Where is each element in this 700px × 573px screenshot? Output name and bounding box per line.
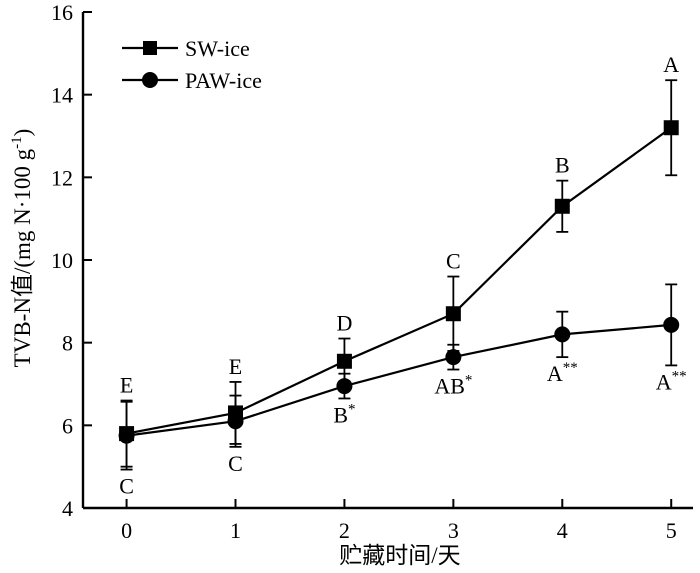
significance-asterisk: * (465, 373, 473, 389)
x-axis-title: 贮藏时间/天 (339, 543, 460, 568)
significance-label: C (119, 474, 134, 499)
data-point-square (336, 353, 352, 369)
significance-letter: A (663, 52, 679, 77)
y-tick-label: 6 (62, 413, 73, 438)
significance-label: A** (547, 360, 578, 386)
significance-label: C (228, 451, 243, 476)
significance-letter: D (336, 311, 352, 336)
significance-letter: C (446, 249, 461, 274)
significance-label: B* (333, 401, 355, 427)
y-axis-title-end: ) (10, 129, 35, 137)
y-tick-label: 16 (51, 0, 73, 25)
significance-letter: AB (434, 374, 465, 399)
data-point-circle (663, 316, 680, 333)
data-point-square (445, 306, 461, 322)
significance-label: B (555, 153, 570, 178)
y-tick-label: 12 (51, 165, 73, 190)
significance-asterisk: ** (672, 368, 687, 384)
data-point-circle (227, 413, 244, 430)
significance-label: A (663, 52, 679, 77)
data-point-circle (336, 378, 353, 395)
x-tick-label: 4 (557, 518, 568, 543)
significance-letter: B (333, 402, 348, 427)
legend-marker-circle (142, 72, 158, 88)
y-tick-label: 14 (51, 83, 73, 108)
y-tick-label: 4 (62, 496, 73, 521)
x-tick-label: 3 (448, 518, 459, 543)
significance-label: A** (656, 368, 687, 394)
legend-marker-square (143, 41, 157, 55)
significance-letter: C (119, 474, 134, 499)
significance-label: D (336, 311, 352, 336)
data-point-square (554, 198, 570, 214)
significance-label: C (446, 249, 461, 274)
significance-letter: B (555, 153, 570, 178)
data-point-circle (118, 427, 135, 444)
significance-label: E (120, 373, 133, 398)
data-point-square (663, 120, 679, 136)
y-tick-label: 8 (62, 331, 73, 356)
data-point-circle (554, 326, 571, 343)
y-axis-title-sup: -1 (9, 136, 25, 149)
legend: SW-ice PAW-ice (122, 36, 262, 93)
x-tick-label: 2 (339, 518, 350, 543)
significance-letter: C (228, 451, 243, 476)
series-line-sw-ice (126, 126, 672, 435)
significance-asterisk: * (348, 401, 356, 417)
significance-letter: E (229, 354, 242, 379)
x-tick-label: 0 (121, 518, 132, 543)
y-axis-title: TVB-N值/(mg N·100 g-1) (9, 129, 35, 368)
x-tick-label: 1 (230, 518, 241, 543)
legend-label-sw-ice: SW-ice (185, 36, 250, 61)
significance-letter: A (547, 361, 563, 386)
y-axis-title-main: TVB-N值/(mg N·100 g (10, 148, 35, 367)
y-tick-label: 10 (51, 248, 73, 273)
significance-letter: A (656, 369, 672, 394)
significance-asterisk: ** (563, 360, 578, 376)
significance-letter: E (120, 373, 133, 398)
data-point-circle (445, 349, 462, 366)
legend-label-paw-ice: PAW-ice (185, 68, 262, 93)
series-line-paw-ice (126, 323, 672, 437)
significance-label: AB* (434, 373, 472, 399)
significance-label: E (229, 354, 242, 379)
x-tick-label: 5 (666, 518, 677, 543)
